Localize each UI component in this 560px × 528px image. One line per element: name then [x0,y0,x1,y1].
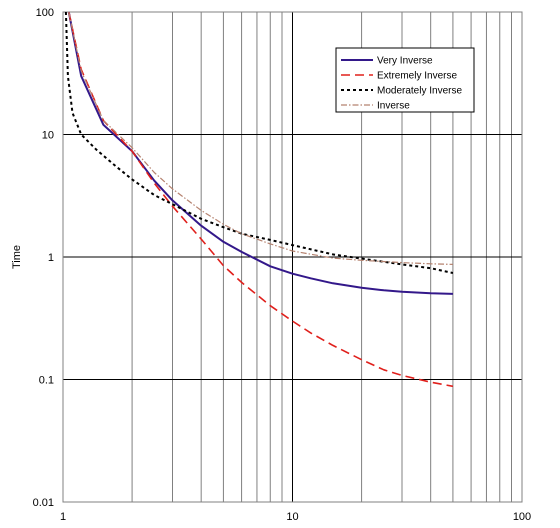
y-tick-labels: 100 10 1 0.1 0.01 [33,7,54,509]
legend: Very Inverse Extremely Inverse Moderately … [335,47,475,113]
legend-label-3: Inverse [377,101,410,112]
y-tick-label: 0.01 [33,497,54,509]
x-tick-labels: 1 10 100 [60,511,531,523]
series-line-0 [67,11,453,295]
y-axis-title: Time [11,245,23,269]
y-tick-label: 100 [36,7,54,19]
x-tick-label: 10 [286,511,298,523]
legend-label-0: Very Inverse [377,56,433,67]
y-tick-label: 0.1 [39,375,54,387]
x-tick-label: 100 [513,511,531,523]
legend-label-1: Extremely Inverse [377,71,457,82]
series-line-3 [68,11,453,265]
series-line-1 [68,11,454,388]
series-layer [64,11,454,388]
y-tick-label: 1 [48,252,54,264]
series-line-2 [64,11,454,274]
legend-box [335,47,475,113]
plot-border [62,11,523,503]
legend-label-2: Moderately Inverse [377,86,462,97]
y-tick-label: 10 [42,130,54,142]
x-tick-label: 1 [60,511,66,523]
grid [63,12,522,502]
